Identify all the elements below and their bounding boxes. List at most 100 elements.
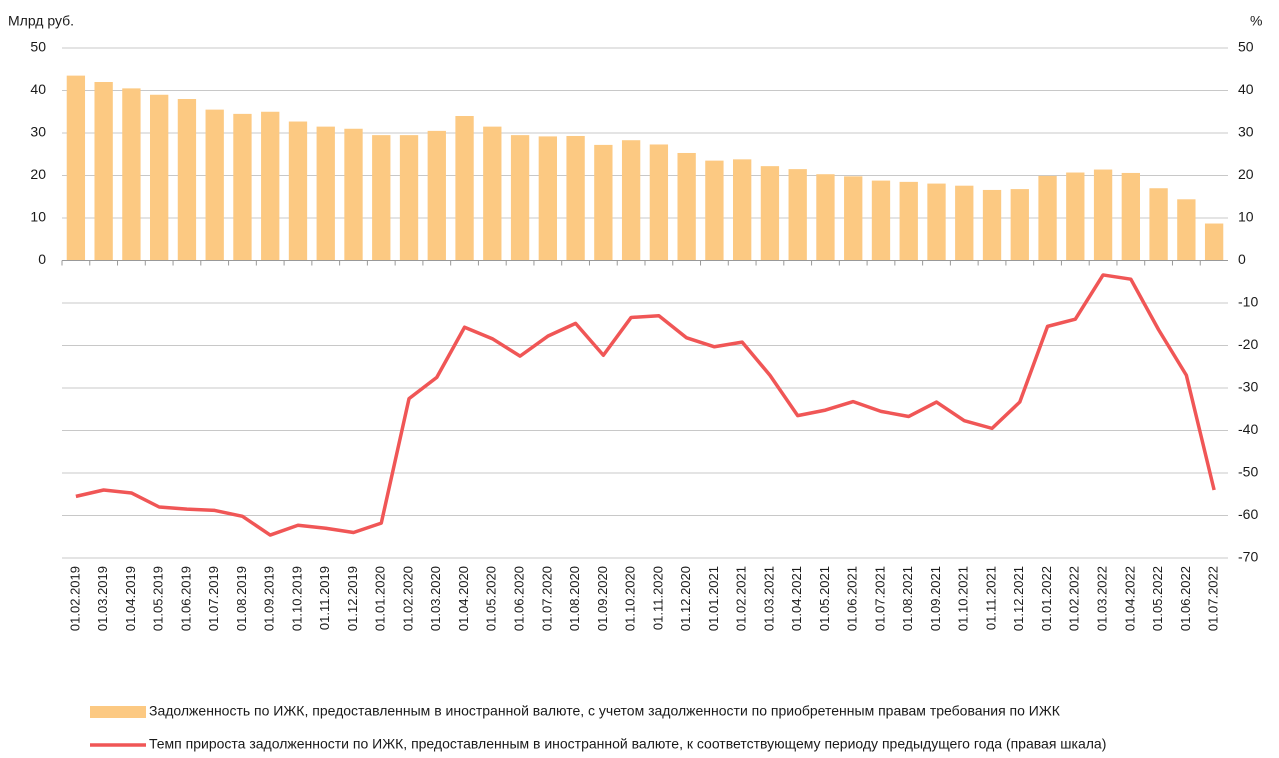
x-tick-label: 01.07.2019 bbox=[206, 566, 221, 631]
legend-label: Темп прироста задолженности по ИЖК, пред… bbox=[149, 736, 1106, 752]
bar bbox=[899, 181, 918, 261]
x-tick-label: 01.07.2021 bbox=[872, 566, 887, 631]
bar bbox=[177, 99, 197, 261]
y2-tick-label: -60 bbox=[1238, 506, 1258, 522]
x-tick-label: 01.06.2019 bbox=[178, 566, 193, 631]
bar bbox=[844, 176, 863, 261]
x-tick-label: 01.05.2022 bbox=[1150, 566, 1165, 631]
x-tick-label: 01.07.2020 bbox=[539, 566, 554, 631]
x-tick-label: 01.10.2019 bbox=[289, 566, 304, 631]
x-tick-label: 01.03.2022 bbox=[1095, 566, 1110, 631]
bar bbox=[705, 160, 724, 261]
bar bbox=[1149, 188, 1168, 261]
bar bbox=[399, 135, 419, 261]
y2-tick-label: 0 bbox=[1238, 251, 1246, 267]
bar bbox=[621, 140, 641, 261]
y2-tick-label: -30 bbox=[1238, 379, 1258, 395]
bar bbox=[261, 111, 280, 261]
bar bbox=[871, 180, 891, 261]
y2-axis-label: % bbox=[1250, 13, 1262, 29]
y-tick-label: 0 bbox=[38, 251, 46, 267]
y2-tick-label: 50 bbox=[1238, 39, 1254, 55]
x-tick-label: 01.11.2019 bbox=[317, 566, 332, 630]
y2-tick-label: 40 bbox=[1238, 81, 1254, 97]
x-tick-label: 01.02.2019 bbox=[67, 566, 82, 631]
x-tick-label: 01.08.2020 bbox=[567, 566, 582, 631]
y2-tick-label: 30 bbox=[1238, 124, 1254, 140]
x-tick-label: 01.09.2019 bbox=[262, 566, 277, 631]
bar bbox=[927, 183, 946, 261]
y2-tick-label: -40 bbox=[1238, 421, 1258, 437]
x-tick-label: 01.10.2020 bbox=[623, 566, 638, 631]
bar bbox=[788, 169, 807, 261]
x-tick-label: 01.04.2022 bbox=[1122, 566, 1137, 631]
x-tick-label: 01.03.2019 bbox=[95, 566, 110, 631]
y-tick-label: 50 bbox=[30, 39, 46, 55]
bar bbox=[677, 152, 696, 261]
x-tick-label: 01.08.2019 bbox=[234, 566, 249, 631]
bar bbox=[94, 82, 113, 261]
bar bbox=[594, 144, 613, 261]
x-tick-label: 01.01.2021 bbox=[706, 566, 721, 631]
x-tick-label: 01.07.2022 bbox=[1206, 566, 1221, 631]
x-tick-label: 01.06.2021 bbox=[845, 566, 860, 631]
bar bbox=[760, 166, 780, 261]
y-tick-label: 40 bbox=[30, 81, 46, 97]
bar bbox=[1121, 172, 1140, 261]
y-axis-label: Млрд руб. bbox=[8, 13, 74, 29]
y2-tick-label: -70 bbox=[1238, 549, 1258, 565]
y2-tick-label: 20 bbox=[1238, 166, 1254, 182]
x-tick-label: 01.12.2020 bbox=[678, 566, 693, 631]
bar bbox=[816, 174, 835, 261]
x-tick-label: 01.06.2022 bbox=[1178, 566, 1193, 631]
x-tick-label: 01.02.2020 bbox=[400, 566, 415, 631]
x-tick-label: 01.02.2021 bbox=[734, 566, 749, 631]
y2-tick-label: 10 bbox=[1238, 209, 1254, 225]
x-tick-label: 01.02.2022 bbox=[1067, 566, 1082, 631]
x-tick-label: 01.04.2019 bbox=[123, 566, 138, 631]
bar bbox=[1177, 199, 1196, 261]
y-tick-label: 20 bbox=[30, 166, 46, 182]
x-tick-label: 01.01.2022 bbox=[1039, 566, 1054, 631]
bar bbox=[982, 189, 1002, 261]
x-tick-label: 01.06.2020 bbox=[512, 566, 527, 631]
x-tick-label: 01.11.2020 bbox=[650, 566, 665, 630]
bar bbox=[205, 109, 224, 261]
y2-tick-label: -50 bbox=[1238, 464, 1258, 480]
y-tick-label: 30 bbox=[30, 124, 46, 140]
x-tick-label: 01.11.2021 bbox=[983, 566, 998, 630]
x-tick-label: 01.12.2021 bbox=[1011, 566, 1026, 631]
bar bbox=[538, 136, 557, 261]
x-tick-label: 01.05.2019 bbox=[151, 566, 166, 631]
bar bbox=[1204, 223, 1224, 261]
x-tick-label: 01.09.2020 bbox=[595, 566, 610, 631]
line bbox=[75, 273, 1216, 537]
y2-tick-label: -20 bbox=[1238, 336, 1258, 352]
bar bbox=[483, 126, 502, 261]
bar bbox=[1093, 169, 1113, 261]
bar bbox=[372, 135, 391, 261]
bar bbox=[122, 88, 141, 261]
x-tick-label: 01.05.2021 bbox=[817, 566, 832, 631]
bar bbox=[455, 116, 474, 261]
y2-tick-label: -10 bbox=[1238, 294, 1258, 310]
x-tick-label: 01.09.2021 bbox=[928, 566, 943, 631]
bar bbox=[733, 159, 752, 261]
y-tick-label: 10 bbox=[30, 209, 46, 225]
x-tick-label: 01.03.2021 bbox=[761, 566, 776, 631]
x-tick-label: 01.12.2019 bbox=[345, 566, 360, 631]
bar bbox=[955, 185, 974, 261]
x-tick-label: 01.04.2020 bbox=[456, 566, 471, 631]
bar bbox=[566, 135, 585, 261]
bar bbox=[427, 130, 446, 261]
bar bbox=[1066, 172, 1085, 261]
x-tick-label: 01.04.2021 bbox=[789, 566, 804, 631]
bar bbox=[316, 126, 335, 261]
x-tick-label: 01.03.2020 bbox=[428, 566, 443, 631]
x-tick-label: 01.01.2020 bbox=[373, 566, 388, 631]
bar bbox=[510, 135, 530, 261]
bar bbox=[649, 144, 669, 261]
bar bbox=[150, 94, 169, 261]
bar bbox=[66, 75, 86, 261]
bar bbox=[233, 113, 252, 261]
